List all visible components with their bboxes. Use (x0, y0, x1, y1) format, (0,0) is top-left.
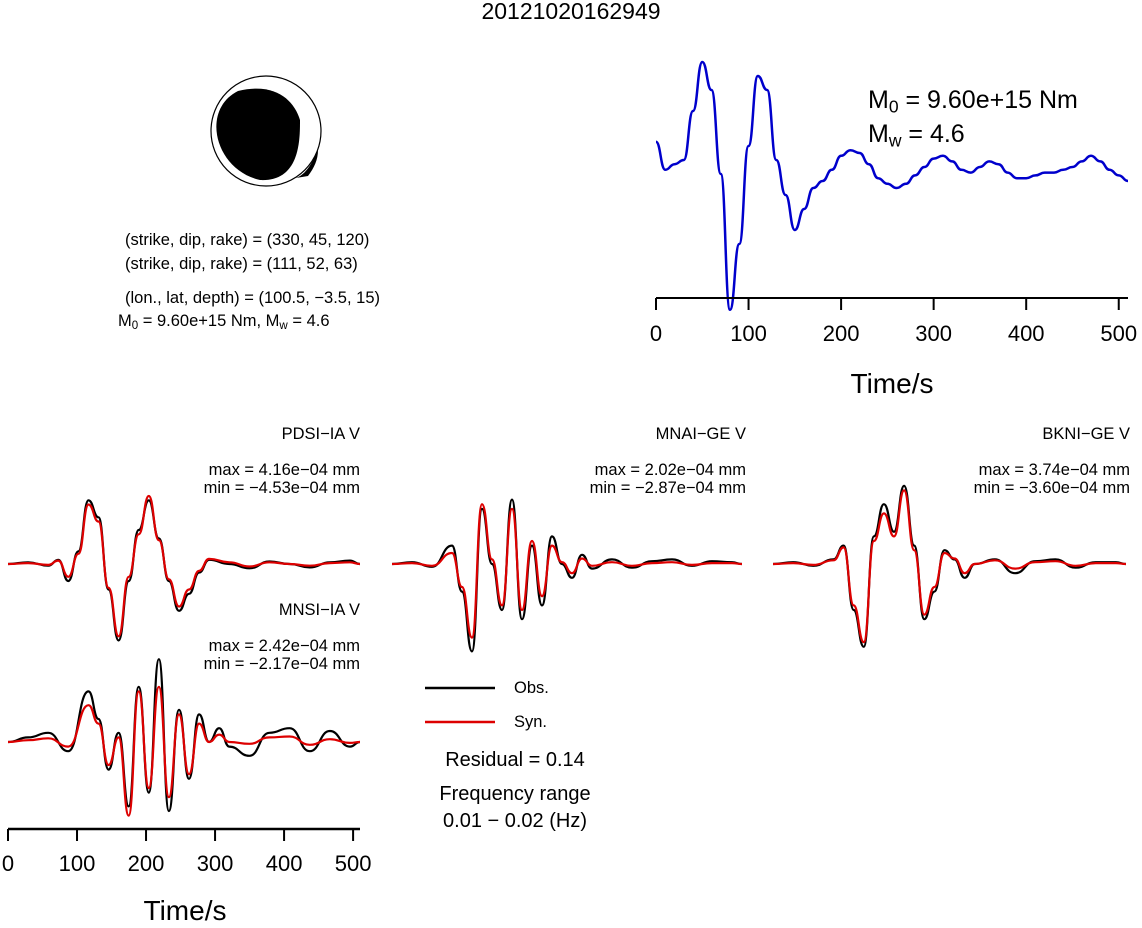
waveform-bkni-syn (772, 489, 1127, 644)
stf-tick-label: 200 (822, 321, 860, 346)
station-min-mnsi: min = −2.17e−04 mm (203, 655, 360, 673)
stf-trace (654, 60, 1129, 312)
waveform-tick-label: 0 (1, 851, 15, 876)
mw-subscript: w (279, 319, 288, 332)
station-label-bkni: BKNI−GE V (1042, 425, 1130, 443)
waveform-tick-label: 500 (334, 851, 372, 876)
waveform-pdsi-obs (7, 499, 361, 642)
beachball-compression-sliver (296, 150, 318, 178)
waveform-plots (7, 484, 1127, 841)
waveform-xlabel: Time/s (143, 895, 227, 926)
station-label-mnsi: MNSI−IA V (278, 601, 360, 619)
waveform-mnsi-obs (7, 658, 361, 813)
chart-title: 20121020162949 (481, 0, 661, 24)
m0-subscript: 0 (131, 319, 139, 332)
stf-m0-label: M0 = 9.60e+15 Nm (868, 86, 1078, 117)
hypocenter-location: (lon., lat, depth) = (100.5, −3.5, 15) (125, 289, 380, 307)
station-label-mnai: MNAI−GE V (655, 425, 746, 443)
moment-summary: M0 = 9.60e+15 Nm, Mw = 4.6 (118, 312, 330, 332)
waveform-mnai-syn (391, 503, 743, 639)
stf-xlabel: Time/s (850, 368, 934, 399)
frequency-range-value: 0.01 − 0.02 (Hz) (443, 810, 587, 832)
waveform-tick-label: 200 (127, 851, 165, 876)
station-min-mnai: min = −2.87e−04 mm (589, 479, 746, 497)
residual-label: Residual = 0.14 (445, 749, 585, 771)
waveform-tick-label: 100 (58, 851, 96, 876)
waveform-tick-label: 300 (196, 851, 234, 876)
waveform-pdsi-syn (7, 494, 361, 638)
nodal-plane-1: (strike, dip, rake) = (330, 45, 120) (125, 231, 370, 249)
nodal-plane-2: (strike, dip, rake) = (111, 52, 63) (125, 255, 358, 273)
station-max-mnai: max = 2.02e−04 mm (594, 461, 746, 479)
station-label-pdsi: PDSI−IA V (281, 425, 360, 443)
beachball-compression-quadrant (216, 88, 300, 181)
station-max-pdsi: max = 4.16e−04 mm (208, 461, 360, 479)
stf-mw-label: Mw = 4.6 (868, 120, 965, 151)
station-min-bkni: min = −3.60e−04 mm (973, 479, 1130, 497)
stf-plot (654, 60, 1129, 312)
m0-symbol: M (118, 312, 132, 330)
legend-obs-label: Obs. (514, 679, 549, 697)
stf-tick-label: 100 (730, 321, 767, 346)
beachball (210, 75, 322, 187)
waveform-mnai-obs (391, 498, 743, 653)
stf-tick-label: 0 (649, 321, 663, 346)
station-min-pdsi: min = −4.53e−04 mm (203, 479, 360, 497)
legend-syn-label: Syn. (514, 713, 548, 731)
m0-value: = 9.60e+15 Nm, M (138, 312, 280, 330)
stf-tick-label: 500 (1100, 321, 1138, 346)
station-max-mnsi: max = 2.42e−04 mm (208, 637, 360, 655)
waveform-tick-label: 400 (265, 851, 303, 876)
frequency-range-label: Frequency range (439, 783, 591, 805)
stf-tick-label: 400 (1007, 321, 1045, 346)
stf-tick-label: 300 (915, 321, 952, 346)
waveform-mnsi-syn (7, 685, 361, 817)
station-max-bkni: max = 3.74e−04 mm (978, 461, 1130, 479)
mw-value: = 4.6 (287, 312, 330, 330)
